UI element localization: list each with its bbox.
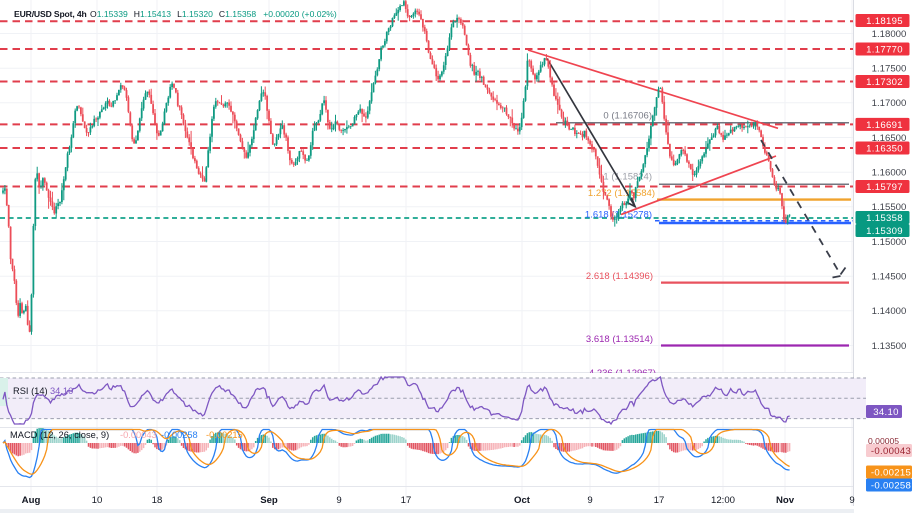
svg-text:Sep: Sep [260, 495, 278, 506]
svg-text:1.15797: 1.15797 [866, 182, 903, 193]
svg-text:34.10: 34.10 [873, 407, 899, 418]
svg-text:1.18000: 1.18000 [872, 29, 907, 40]
svg-text:-0.00258: -0.00258 [871, 480, 911, 491]
svg-text:1.13500: 1.13500 [872, 341, 907, 352]
svg-text:0 (1.16706): 0 (1.16706) [603, 111, 652, 122]
svg-text:1.18195: 1.18195 [866, 16, 903, 27]
svg-text:-0.00215: -0.00215 [871, 467, 911, 478]
svg-text:1.16000: 1.16000 [872, 168, 907, 179]
svg-text:1.17770: 1.17770 [866, 44, 903, 55]
svg-text:1.14500: 1.14500 [872, 272, 907, 283]
svg-text:34.10: 34.10 [50, 386, 73, 396]
svg-text:Nov: Nov [776, 495, 795, 506]
svg-text:1.272 (1.15584): 1.272 (1.15584) [588, 188, 655, 199]
svg-text:2.618 (1.14396): 2.618 (1.14396) [586, 271, 653, 282]
svg-text:1.15309: 1.15309 [866, 226, 903, 237]
svg-text:1.15500: 1.15500 [872, 202, 907, 213]
svg-text:0.00005: 0.00005 [868, 436, 899, 446]
svg-text:-0.00043: -0.00043 [871, 446, 911, 457]
svg-text:-0.00215: -0.00215 [206, 430, 243, 440]
svg-text:10: 10 [92, 495, 103, 506]
svg-text:1.16500: 1.16500 [872, 133, 907, 144]
svg-text:1.17000: 1.17000 [872, 98, 907, 109]
svg-text:Aug: Aug [22, 495, 41, 506]
svg-text:1.17500: 1.17500 [872, 64, 907, 75]
svg-text:1.17302: 1.17302 [866, 77, 903, 88]
svg-text:17: 17 [654, 495, 665, 506]
svg-text:RSI (14): RSI (14) [13, 386, 48, 396]
svg-text:12:00: 12:00 [711, 495, 735, 506]
svg-text:1.15358: 1.15358 [866, 213, 903, 224]
svg-text:MACD (12, 26, close, 9): MACD (12, 26, close, 9) [10, 430, 109, 440]
svg-text:1 (1.15824): 1 (1.15824) [603, 172, 652, 183]
svg-text:18: 18 [152, 495, 163, 506]
svg-text:9: 9 [849, 495, 854, 506]
svg-text:3.618 (1.13514): 3.618 (1.13514) [586, 334, 653, 345]
svg-text:17: 17 [401, 495, 412, 506]
svg-text:-0.00043: -0.00043 [120, 430, 157, 440]
svg-text:9: 9 [336, 495, 341, 506]
svg-text:-0.00258: -0.00258 [161, 430, 198, 440]
svg-text:1.15000: 1.15000 [872, 237, 907, 248]
svg-text:9: 9 [587, 495, 592, 506]
svg-text:1.14000: 1.14000 [872, 306, 907, 317]
svg-text:1.16691: 1.16691 [866, 120, 903, 131]
svg-text:1.16350: 1.16350 [866, 143, 903, 154]
svg-text:Oct: Oct [514, 495, 531, 506]
svg-text:EUR/USD Spot, 4h: EUR/USD Spot, 4h [14, 9, 87, 19]
